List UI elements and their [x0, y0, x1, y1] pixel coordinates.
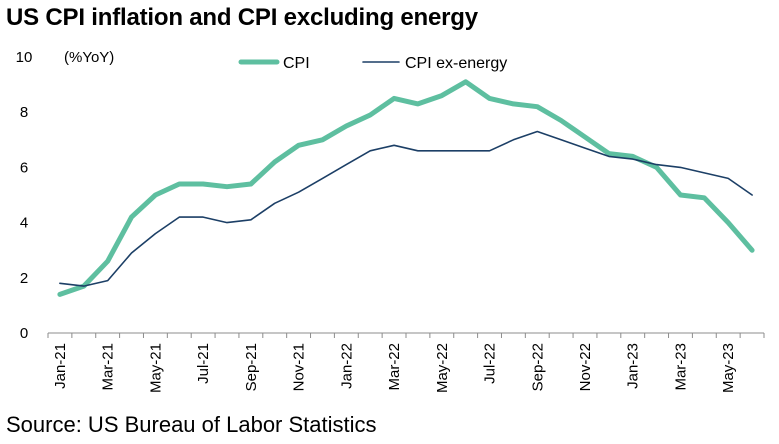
axes	[47, 332, 765, 338]
y-tick-label: 8	[20, 104, 28, 121]
x-tick-label: May-21	[147, 343, 164, 393]
y-tick-label: 0	[20, 325, 28, 342]
source-note: Source: US Bureau of Labor Statistics	[6, 412, 377, 437]
x-tick-label: Sep-22	[529, 343, 546, 391]
legend: CPI CPI ex-energy	[238, 55, 507, 72]
x-tick-label: Mar-22	[386, 343, 403, 391]
x-axis-ticks: Jan-21 Mar-21 May-21 Jul-21 Sep-21 Nov-21 Jan-…	[52, 343, 737, 393]
x-tick-label: Nov-21	[291, 343, 308, 391]
y-tick-label: 10	[16, 49, 33, 66]
series-line-cpi-ex-energy	[59, 130, 753, 287]
x-tick-label: May-23	[720, 343, 737, 393]
x-tick-label: Mar-21	[100, 343, 117, 391]
x-tick-label: Jan-22	[338, 343, 355, 389]
legend-label-cpi-ex-energy: CPI ex-energy	[405, 55, 507, 72]
y-axis-unit-label: (%YoY)	[64, 49, 114, 66]
x-tick-label: Sep-21	[243, 343, 260, 391]
x-tick-label: Jul-21	[195, 343, 212, 384]
series-line-cpi	[57, 79, 755, 297]
x-tick-label: Jul-22	[482, 343, 499, 384]
series-lines	[57, 79, 755, 297]
y-tick-label: 2	[20, 270, 28, 287]
y-tick-label: 6	[20, 159, 28, 176]
chart-title: US CPI inflation and CPI excluding energ…	[6, 4, 478, 31]
y-axis-ticks: 0 2 4 6 8 10	[16, 49, 33, 342]
x-tick-label: Jan-21	[52, 343, 69, 389]
legend-label-cpi: CPI	[283, 55, 310, 72]
x-tick-label: Mar-23	[672, 343, 689, 391]
x-tick-label: Jan-23	[625, 343, 642, 389]
x-tick-label: May-22	[434, 343, 451, 393]
x-tick-label: Nov-22	[577, 343, 594, 391]
y-tick-label: 4	[20, 215, 28, 232]
